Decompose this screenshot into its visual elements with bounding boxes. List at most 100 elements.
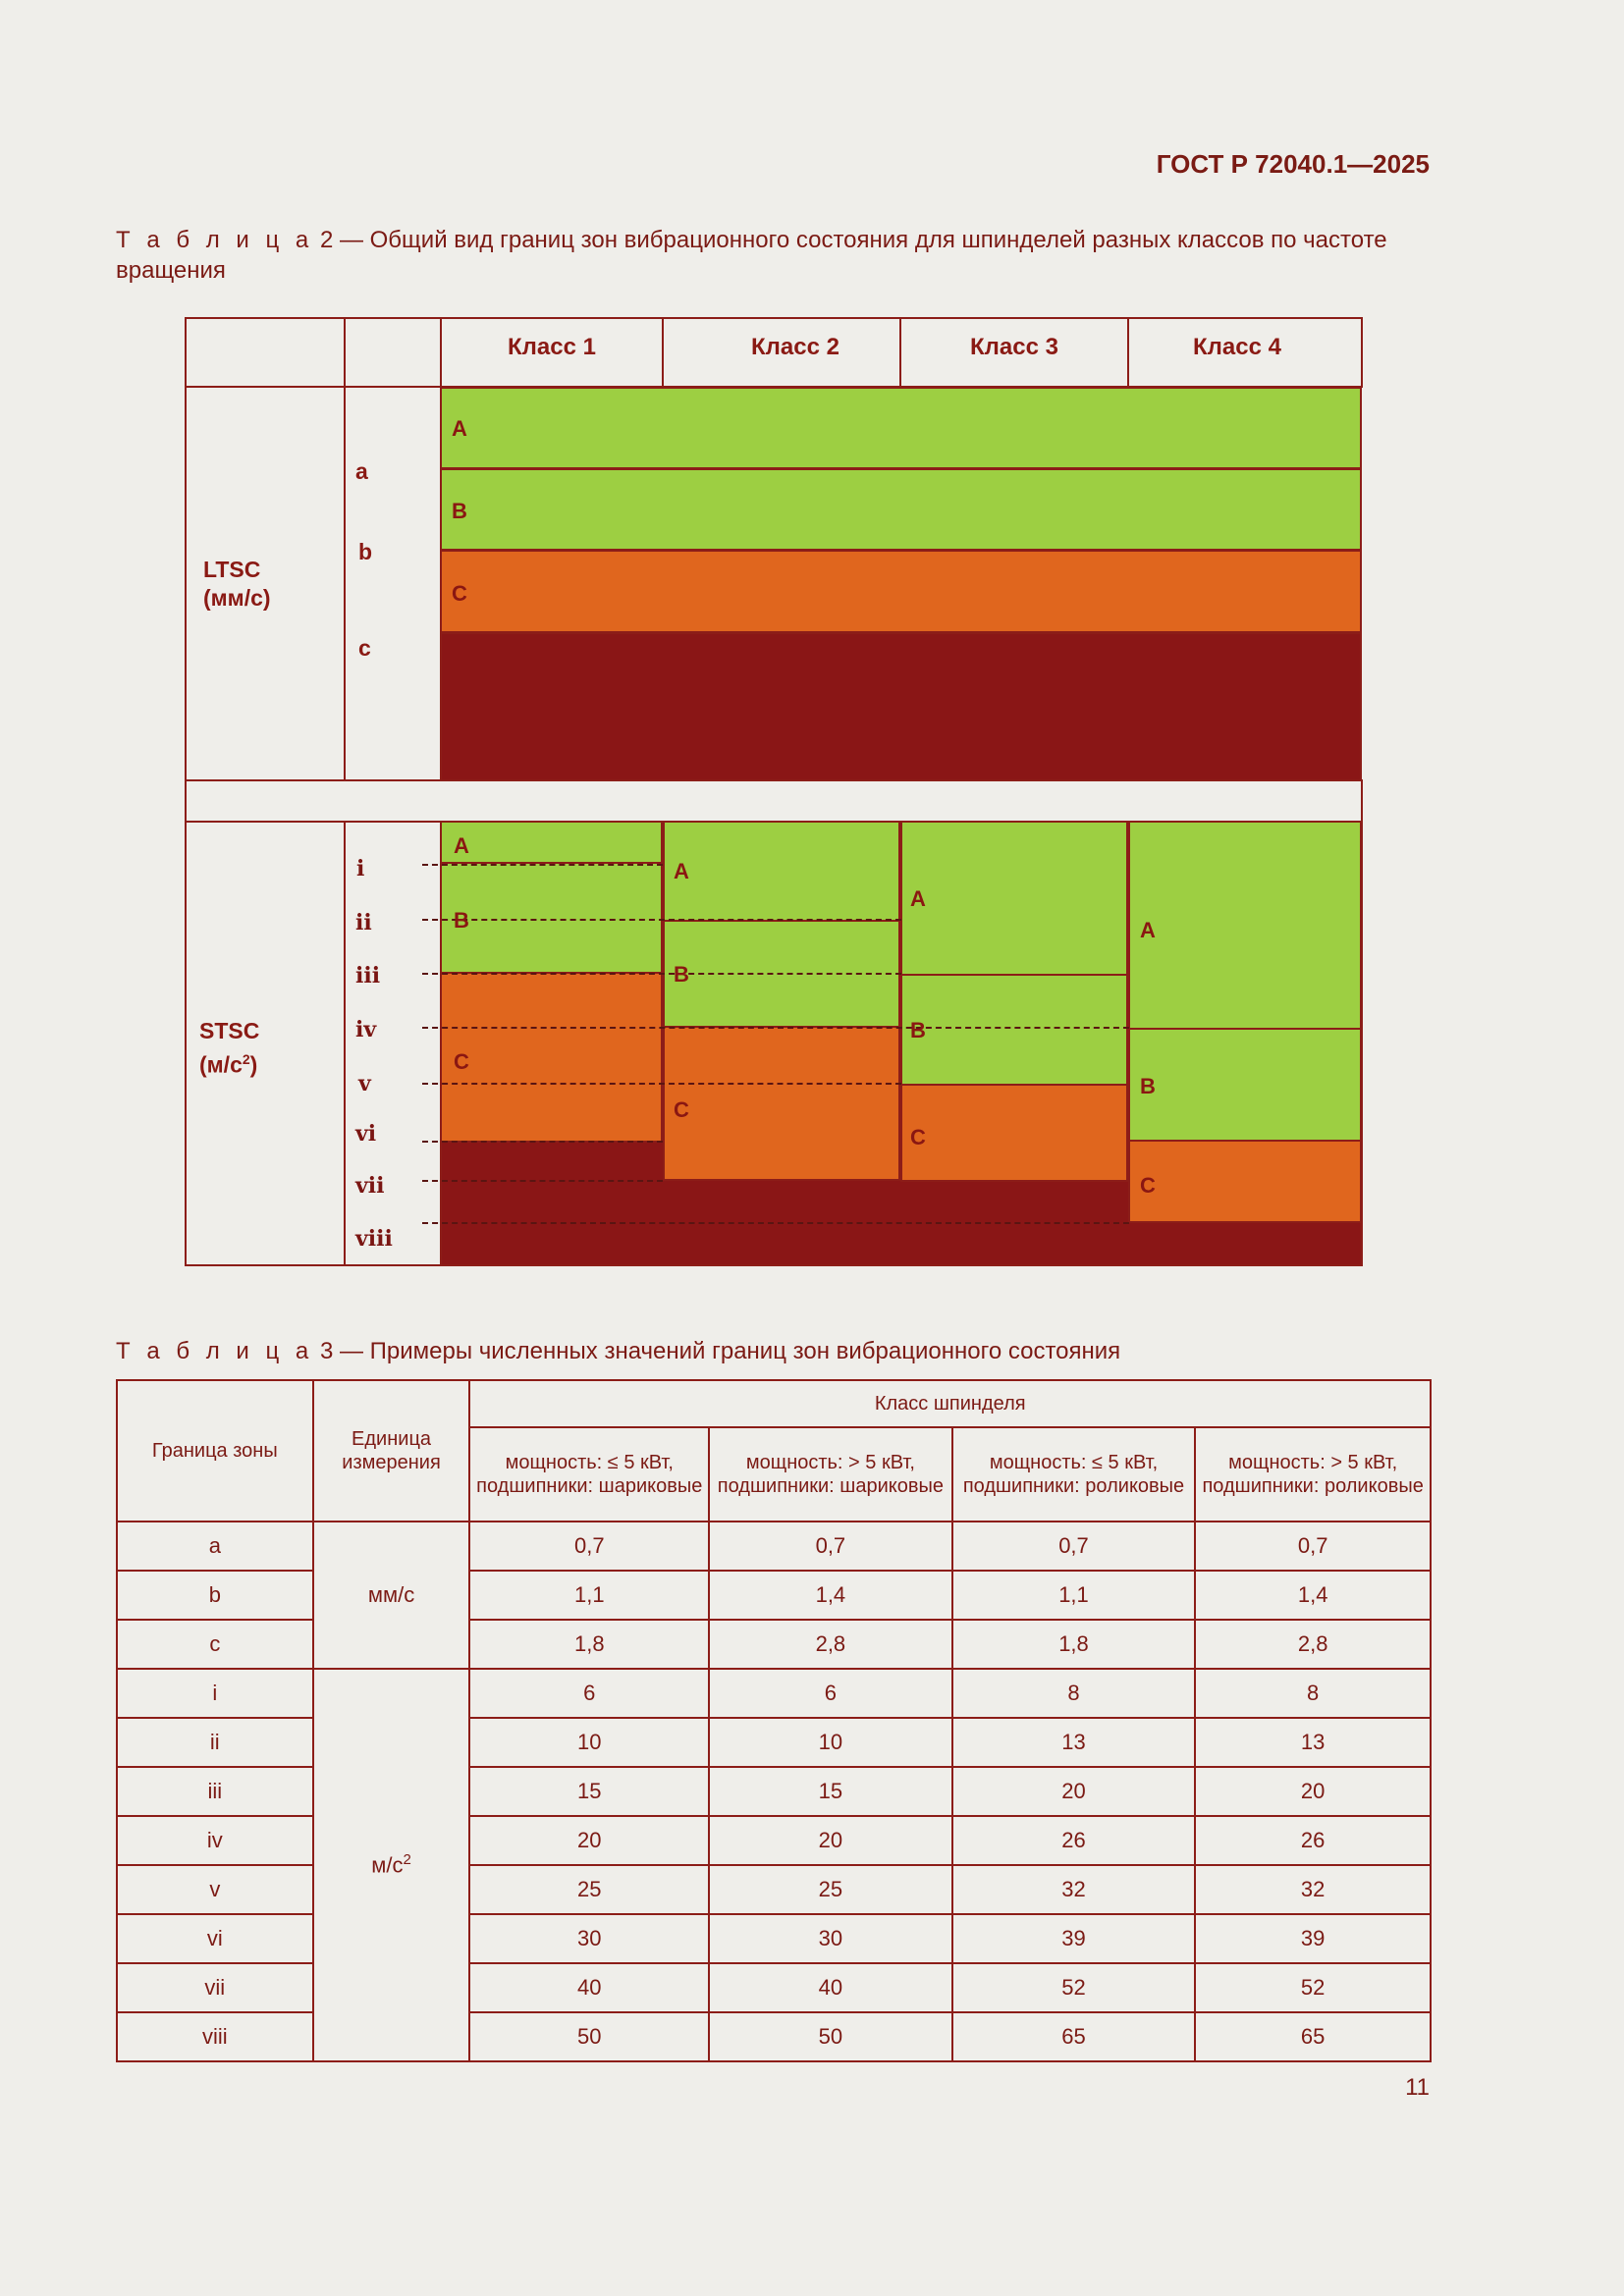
stsc-class2-ab-divider xyxy=(663,920,900,922)
table2-stsc-bounds xyxy=(344,821,442,1266)
zone-cell: iii xyxy=(116,1766,314,1817)
table-row: ii 10 10 13 13 xyxy=(116,1717,1432,1768)
stsc-class2-zone-c xyxy=(663,1026,900,1181)
stsc-label-line1: STSC xyxy=(199,1018,260,1043)
value-cell: 20 xyxy=(708,1815,953,1866)
stsc-class3-zone-ab xyxy=(900,821,1128,1086)
table2-class4-cell xyxy=(1127,317,1363,388)
value-cell: 1,4 xyxy=(708,1570,953,1621)
value-cell: 65 xyxy=(950,2011,1197,2062)
value-cell: 8 xyxy=(1194,1668,1432,1719)
boundary-line-viii xyxy=(422,1222,1129,1224)
value-cell: 8 xyxy=(950,1668,1197,1719)
ltsc-label-line2: (мм/с) xyxy=(203,585,271,611)
stsc-class1-ab-divider xyxy=(440,862,663,864)
value-cell: 20 xyxy=(950,1766,1197,1817)
value-cell: 2,8 xyxy=(1194,1619,1432,1670)
zone-cell: iv xyxy=(116,1815,314,1866)
table3: Граница зоны Единица измерения Класс шпи… xyxy=(116,1379,1432,2062)
value-cell: 10 xyxy=(468,1717,711,1768)
stsc-class1-zone-c xyxy=(440,972,663,1143)
table-row: iii 15 15 20 20 xyxy=(116,1766,1432,1817)
value-cell: 52 xyxy=(950,1962,1197,2013)
value-cell: 15 xyxy=(708,1766,953,1817)
value-cell: 26 xyxy=(1194,1815,1432,1866)
header-zone-boundary: Граница зоны xyxy=(116,1379,314,1522)
boundary-line-ii xyxy=(422,919,901,921)
ltsc-zone-c xyxy=(440,550,1362,633)
table2-stsc-area xyxy=(440,821,1363,1266)
table2-caption-text: — Общий вид границ зон вибрационного сос… xyxy=(116,227,1387,284)
unit-cell-ms2: м/с2 xyxy=(311,1668,471,2062)
ltsc-boundary-c: c xyxy=(358,635,371,661)
value-cell: 25 xyxy=(468,1864,711,1915)
table-row: a мм/с 0,7 0,7 0,7 0,7 xyxy=(116,1521,1432,1670)
value-cell: 50 xyxy=(708,2011,953,2062)
stsc-c4-label-a: A xyxy=(1140,918,1156,942)
stsc-c2-label-a: A xyxy=(674,859,689,883)
header-unit: Единица измерения xyxy=(311,1379,471,1522)
value-cell: 0,7 xyxy=(708,1521,953,1572)
table2-spacer-row xyxy=(185,779,1363,823)
class-4-header: Класс 4 xyxy=(1193,334,1281,360)
ltsc-label-line1: LTSC xyxy=(203,557,261,582)
table2-caption-number: 2 xyxy=(319,227,334,253)
boundary-line-v xyxy=(422,1083,901,1085)
ltsc-boundary-b: b xyxy=(358,539,373,564)
value-cell: 40 xyxy=(468,1962,711,2013)
value-cell: 1,1 xyxy=(468,1570,711,1621)
value-cell: 39 xyxy=(1194,1913,1432,1964)
zone-cell: ii xyxy=(116,1717,314,1768)
stsc-c4-label-b: B xyxy=(1140,1074,1156,1098)
value-cell: 32 xyxy=(950,1864,1197,1915)
header-class-4: мощность: > 5 кВт, подшипники: роликовые xyxy=(1194,1426,1432,1522)
zone-cell: viii xyxy=(116,2011,314,2062)
ltsc-zone-label-b: B xyxy=(452,499,467,523)
stsc-c3-label-a: A xyxy=(910,886,926,911)
value-cell: 26 xyxy=(950,1815,1197,1866)
stsc-c1-label-c: C xyxy=(454,1049,469,1074)
stsc-c1-label-b: B xyxy=(454,908,469,933)
stsc-c3-label-c: C xyxy=(910,1125,926,1149)
value-cell: 32 xyxy=(1194,1864,1432,1915)
table-row: vi 30 30 39 39 xyxy=(116,1913,1432,1964)
table-row: viii 50 50 65 65 xyxy=(116,2011,1432,2062)
value-cell: 6 xyxy=(708,1668,953,1719)
stsc-class4-ab-divider xyxy=(1128,1028,1362,1030)
table3-body: a мм/с 0,7 0,7 0,7 0,7 b 1,1 1,4 1,1 1,4 c 1,8 2,8 1,8… xyxy=(116,1521,1432,2062)
stsc-class3-ab-divider xyxy=(900,974,1128,976)
table-row: iv 20 20 26 26 xyxy=(116,1815,1432,1866)
stsc-class3-zone-c xyxy=(900,1084,1128,1182)
value-cell: 20 xyxy=(1194,1766,1432,1817)
ltsc-zone-b xyxy=(440,468,1362,551)
ltsc-zone-d xyxy=(440,632,1362,781)
value-cell: 1,4 xyxy=(1194,1570,1432,1621)
value-cell: 20 xyxy=(468,1815,711,1866)
value-cell: 15 xyxy=(468,1766,711,1817)
boundary-line-iii xyxy=(422,973,901,975)
value-cell: 1,1 xyxy=(950,1570,1197,1621)
class-2-header: Класс 2 xyxy=(751,334,839,360)
zone-cell: v xyxy=(116,1864,314,1915)
value-cell: 1,8 xyxy=(468,1619,711,1670)
stsc-label: STSC (м/с2) xyxy=(199,1017,259,1080)
table3-caption-prefix: Т а б л и ц а xyxy=(116,1338,314,1364)
ltsc-boundary-a: a xyxy=(355,458,368,484)
class-1-header: Класс 1 xyxy=(508,334,596,360)
stsc-c2-label-c: C xyxy=(674,1097,689,1122)
table3-caption: Т а б л и ц а 3 — Примеры численных знач… xyxy=(116,1336,1432,1366)
table3-caption-text: — Примеры численных значений границ зон … xyxy=(339,1338,1121,1364)
table-row: c 1,8 2,8 1,8 2,8 xyxy=(116,1619,1432,1670)
value-cell: 6 xyxy=(468,1668,711,1719)
table3-header-row1: Граница зоны Единица измерения Класс шпи… xyxy=(116,1379,1432,1522)
table2-caption: Т а б л и ц а 2 — Общий вид границ зон в… xyxy=(116,225,1432,286)
page-number: 11 xyxy=(1405,2074,1430,2101)
table2-caption-prefix: Т а б л и ц а xyxy=(116,227,314,253)
value-cell: 13 xyxy=(950,1717,1197,1768)
stsc-c4-label-c: C xyxy=(1140,1173,1156,1198)
stsc-c2-label-b: B xyxy=(674,962,689,987)
value-cell: 10 xyxy=(708,1717,953,1768)
table2-side-col xyxy=(185,317,346,781)
ltsc-zone-label-a: A xyxy=(452,416,467,441)
